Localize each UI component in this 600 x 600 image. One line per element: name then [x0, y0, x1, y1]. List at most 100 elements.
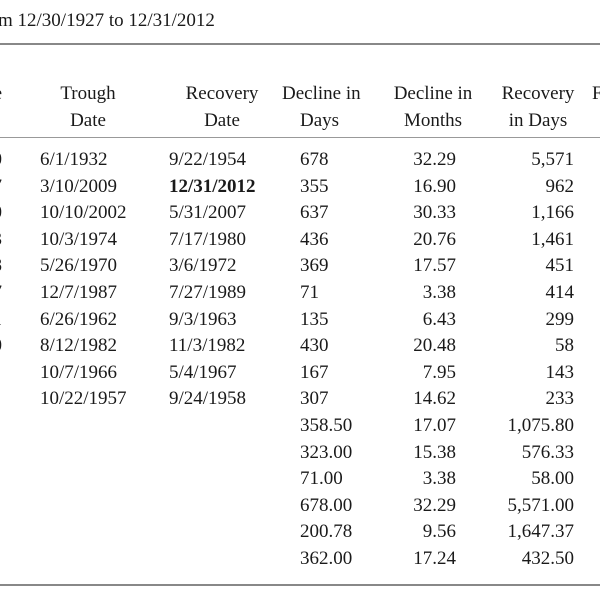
header-trough-date: Trough Date: [50, 80, 126, 134]
table-row: 07 3/10/2009 12/31/2012 355 16.90 962: [0, 174, 600, 201]
table-cell: 20.48: [413, 335, 456, 357]
table-cell: 167: [300, 361, 329, 383]
table-cell: 6/26/1962: [40, 308, 118, 330]
table-row: 362.00 17.24 432.50: [0, 546, 600, 573]
header-line: Recovery: [185, 83, 259, 104]
table-cell: 3: [0, 227, 2, 254]
table-cell: 9/24/1958: [169, 388, 247, 410]
table-cell: 6.43: [422, 308, 456, 330]
header-line: Decline in: [393, 83, 473, 104]
header-line: Trough: [60, 83, 116, 104]
table-cell: 3.38: [422, 281, 456, 303]
header-line: Days: [300, 110, 340, 131]
header-recovery-days: Recovery in Days: [497, 80, 579, 134]
header-peak-date-partial: e: [0, 80, 2, 107]
table-cell: 7: [0, 280, 2, 307]
header-line: F: [592, 83, 600, 104]
header-line: Decline in: [282, 83, 361, 104]
table-row: 61 6/26/1962 9/3/1963 135 6.43 299: [0, 307, 600, 334]
table-cell: 3.38: [422, 468, 456, 490]
table-cell: 12/31/2012: [169, 175, 256, 197]
table-cell: 9.56: [422, 521, 456, 543]
table-row: 358.50 17.07 1,075.80: [0, 413, 600, 440]
table-cell: 355: [300, 175, 329, 197]
table-row: 323.00 15.38 576.33: [0, 440, 600, 467]
table-cell: 3/6/1972: [169, 255, 237, 277]
table-cell: 678.00: [300, 494, 353, 516]
table-cell: 1,647.37: [507, 521, 575, 543]
table-cell: 962: [545, 175, 575, 197]
header-recovery-date: Recovery Date: [179, 80, 265, 134]
table-cell: 7/27/1989: [169, 281, 247, 303]
table-cell: 637: [300, 202, 329, 224]
table-cell: 30.33: [413, 202, 456, 224]
table-row: 3 10/3/1974 7/17/1980 436 20.76 1,461: [0, 227, 600, 254]
table-cell: 5/31/2007: [169, 202, 247, 224]
table-cell: 10/10/2002: [40, 202, 127, 224]
header-rule: [0, 137, 600, 138]
table-cell: 1,461: [531, 228, 574, 250]
table-cell: 200.78: [300, 521, 353, 543]
table-cell: 430: [300, 335, 329, 357]
table-cell: 10/22/1957: [40, 388, 127, 410]
table-cell: 3/10/2009: [40, 175, 118, 197]
table-row: 71.00 3.38 58.00: [0, 466, 600, 493]
table-cell: 7/17/1980: [169, 228, 247, 250]
table-cell: 678: [300, 149, 329, 170]
table-cell: 15.38: [413, 441, 456, 463]
table-cell: 307: [300, 388, 329, 410]
table-cell: 323.00: [300, 441, 353, 463]
table-cell: 1,166: [531, 202, 574, 224]
table-cell: 07: [0, 174, 2, 201]
table-cell: 10/7/1966: [40, 361, 118, 383]
header-decline-days: Decline in Days: [282, 80, 361, 134]
table-cell: 362.00: [300, 547, 353, 569]
header-line: Recovery: [501, 83, 575, 104]
table-body: 06/1/19329/22/195467832.295,571073/10/20…: [0, 147, 600, 573]
table-cell: 432.50: [521, 547, 574, 569]
table-cell: 1,075.80: [507, 414, 575, 436]
header-line: in Days: [508, 110, 568, 131]
header-partial-right: F: [592, 80, 600, 107]
table-cell: 58: [555, 335, 574, 357]
top-rule: [0, 43, 600, 45]
table-cell: 576.33: [521, 441, 574, 463]
header-decline-months: Decline in Months: [387, 80, 479, 134]
table-cell: 71: [300, 281, 319, 303]
table-cell: 369: [300, 255, 329, 277]
header-line: Date: [70, 110, 106, 131]
table-cell: 58.00: [531, 468, 574, 490]
table-row: 0 10/10/2002 5/31/2007 637 30.33 1,166: [0, 200, 600, 227]
table-cell: 9/3/1963: [169, 308, 237, 330]
table-cell: 20.76: [413, 228, 456, 250]
table-cell: 12/7/1987: [40, 281, 118, 303]
table-cell: 71.00: [300, 468, 343, 490]
table-cell: 32.29: [413, 149, 456, 170]
table-cell: 16.90: [413, 175, 456, 197]
table-cell: 80: [0, 333, 2, 360]
header-line: Months: [403, 110, 463, 131]
table-cell: 143: [545, 361, 575, 383]
table-cell: 17.24: [413, 547, 456, 569]
table-cell: 61: [0, 307, 2, 334]
table-cell: 451: [545, 255, 575, 277]
table-row: 0 6/1/1932 9/22/1954 678 32.29 5,571: [0, 147, 600, 174]
table-row: 678.00 32.29 5,571.00: [0, 493, 600, 520]
table-cell: 14.62: [413, 388, 456, 410]
table-cell: 436: [300, 228, 329, 250]
table-row: 10/7/1966 5/4/1967 167 7.95 143: [0, 360, 600, 387]
table-cell: 0: [0, 200, 2, 227]
table-cell: 17.57: [413, 255, 456, 277]
table-cell: 9/22/1954: [169, 149, 247, 170]
header-line: e: [0, 80, 2, 107]
table-cell: 8/12/1982: [40, 335, 118, 357]
table-row: 10/22/1957 9/24/1958 307 14.62 233: [0, 386, 600, 413]
table-cell: 58: [0, 253, 2, 280]
table-cell: 7.95: [422, 361, 456, 383]
bottom-rule: [0, 584, 600, 586]
table-cell: 5/26/1970: [40, 255, 118, 277]
table-row: 7 12/7/1987 7/27/1989 71 3.38 414: [0, 280, 600, 307]
table-cell: 32.29: [413, 494, 456, 516]
table-cell: 358.50: [300, 414, 353, 436]
